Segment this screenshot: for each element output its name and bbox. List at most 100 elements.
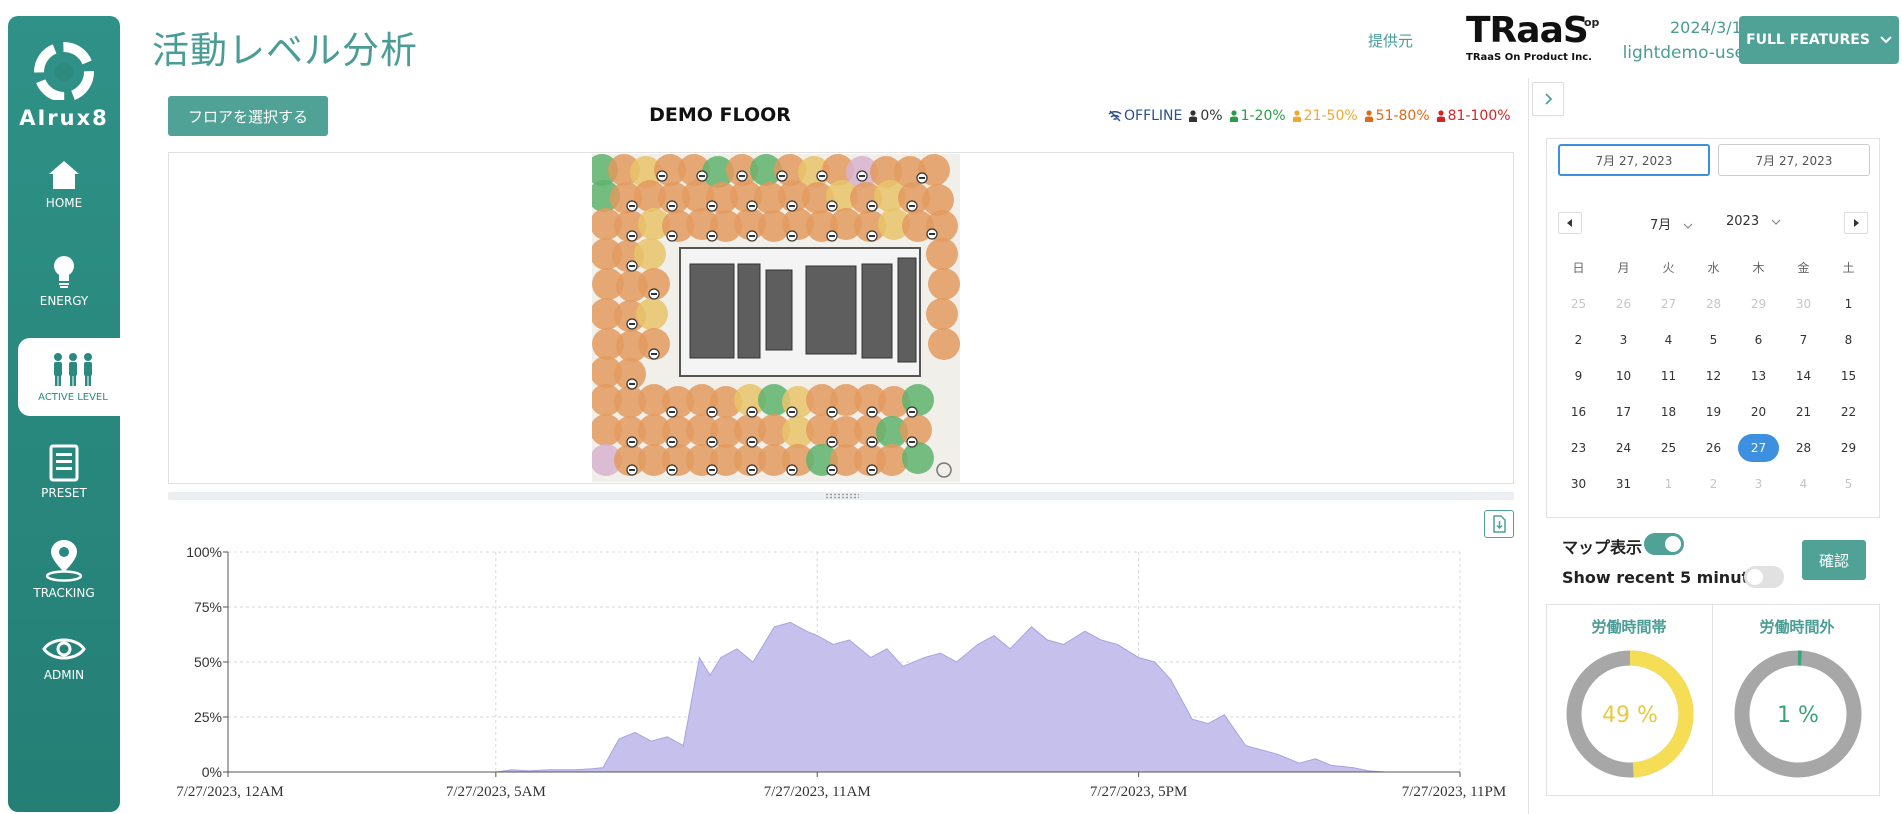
calendar-day[interactable]: 25 [1570, 297, 1587, 311]
recent-5-minutes-toggle[interactable] [1744, 566, 1784, 588]
legend-offline: OFFLINE [1108, 108, 1182, 124]
calendar-day[interactable]: 26 [1615, 297, 1632, 311]
x-tick-label: 7/27/2023, 11PM [1402, 784, 1506, 800]
calendar-day[interactable]: 15 [1840, 369, 1857, 383]
calendar-day[interactable]: 12 [1705, 369, 1722, 383]
calendar-day[interactable]: 18 [1660, 405, 1677, 419]
legend-zero-label: 0% [1200, 108, 1223, 124]
heat-zone [928, 328, 960, 360]
calendar-day[interactable]: 4 [1664, 333, 1673, 347]
calendar-day[interactable]: 22 [1840, 405, 1857, 419]
calendar-day[interactable]: 25 [1660, 441, 1677, 455]
confirm-button[interactable]: 確認 [1802, 540, 1866, 580]
calendar-day[interactable]: 1 [1844, 297, 1853, 311]
sensor-marker-dot [789, 235, 795, 237]
month-value: 7月 [1650, 218, 1672, 233]
calendar-day[interactable]: 17 [1615, 405, 1632, 419]
calendar-day[interactable]: 4 [1799, 477, 1808, 491]
export-button[interactable] [1484, 510, 1514, 538]
sensor-marker-dot [651, 353, 657, 355]
full-features-button[interactable]: FULL FEATURES [1739, 16, 1899, 64]
sensor-marker-dot [629, 383, 635, 385]
nav-admin[interactable]: ADMIN [8, 634, 120, 714]
prev-month-button[interactable] [1558, 212, 1582, 234]
collapse-panel-button[interactable] [1532, 82, 1564, 116]
calendar-day[interactable]: 3 [1619, 333, 1628, 347]
heat-zone [592, 384, 622, 416]
nav-active-level[interactable]: ACTIVE LEVEL [18, 338, 128, 416]
heat-zone [830, 208, 862, 240]
file-export-icon [1493, 515, 1506, 533]
heat-zone [592, 298, 622, 330]
calendar-day[interactable]: 28 [1705, 297, 1722, 311]
calendar-day[interactable]: 30 [1570, 477, 1587, 491]
calendar-day[interactable]: 5 [1709, 333, 1718, 347]
calendar-day[interactable]: 27 [1738, 434, 1779, 462]
calendar-day[interactable]: 31 [1615, 477, 1632, 491]
heat-zone [802, 182, 834, 214]
calendar-day[interactable]: 26 [1705, 441, 1722, 455]
select-floor-button[interactable]: フロアを選択する [168, 96, 328, 136]
sensor-marker-dot [749, 441, 755, 443]
nav-home[interactable]: HOME [8, 158, 120, 238]
calendar-day[interactable]: 11 [1660, 369, 1677, 383]
lightbulb-icon [54, 256, 74, 288]
sensor-marker-dot [909, 205, 915, 207]
calendar-day[interactable]: 9 [1574, 369, 1583, 383]
nav-admin-label: ADMIN [43, 668, 85, 682]
calendar-day[interactable]: 8 [1844, 333, 1853, 347]
heat-zone [638, 328, 670, 360]
calendar-day[interactable]: 16 [1570, 405, 1587, 419]
calendar-day[interactable]: 20 [1750, 405, 1767, 419]
calendar-day[interactable]: 19 [1705, 405, 1722, 419]
calendar-day[interactable]: 30 [1795, 297, 1812, 311]
calendar-day[interactable]: 29 [1840, 441, 1857, 455]
nav-tracking[interactable]: TRACKING [8, 538, 120, 618]
calendar-day[interactable]: 6 [1754, 333, 1763, 347]
x-tick-label: 7/27/2023, 5PM [1090, 784, 1188, 800]
heat-zone [638, 384, 670, 416]
activity-chart: 100% 75% 50% 25% 0% 7/27/2023, 12AM 7/27/2023,… [176, 544, 1506, 800]
calendar-day[interactable]: 13 [1750, 369, 1767, 383]
calendar-day[interactable]: 2 [1574, 333, 1583, 347]
heat-zone [778, 180, 810, 212]
calendar-day[interactable]: 23 [1570, 441, 1587, 455]
start-date-input[interactable]: 7月 27, 2023 [1558, 144, 1710, 176]
floor-plan-map[interactable] [592, 154, 960, 482]
year-select[interactable]: 2023 [1726, 214, 1781, 229]
heat-zone [630, 156, 662, 188]
map-display-toggle[interactable] [1644, 533, 1684, 555]
calendar-day[interactable]: 24 [1615, 441, 1632, 455]
donut-value-label: 1 % [1777, 703, 1819, 728]
calendar-day[interactable]: 28 [1795, 441, 1812, 455]
nav-preset[interactable]: PRESET [8, 444, 120, 524]
calendar-day[interactable]: 1 [1664, 477, 1673, 491]
calendar-day[interactable]: 14 [1795, 369, 1812, 383]
stats-divider [1712, 604, 1713, 796]
sensor-marker-dot [829, 205, 835, 207]
calendar-day[interactable]: 2 [1709, 477, 1718, 491]
calendar-day[interactable]: 10 [1615, 369, 1632, 383]
chevron-down-icon [1880, 36, 1892, 44]
offline-wifi-icon [1108, 110, 1122, 122]
heat-zone [854, 210, 886, 242]
eye-icon [42, 638, 86, 660]
heat-zone [830, 384, 862, 416]
floor-map-panel [168, 152, 1514, 484]
nav-energy[interactable]: ENERGY [8, 254, 120, 334]
heat-zone [830, 416, 862, 448]
calendar-day[interactable]: 5 [1844, 477, 1853, 491]
calendar-day[interactable]: 29 [1750, 297, 1767, 311]
calendar-day[interactable]: 27 [1660, 297, 1677, 311]
calendar-day[interactable]: 21 [1795, 405, 1812, 419]
month-select[interactable]: 7月 [1650, 214, 1693, 233]
heat-zone [592, 268, 624, 300]
calendar-day[interactable]: 7 [1799, 333, 1808, 347]
chevron-down-icon [1771, 219, 1781, 225]
resize-handle[interactable] [825, 493, 859, 499]
sensor-marker-dot [709, 411, 715, 413]
end-date-input[interactable]: 7月 27, 2023 [1718, 144, 1870, 176]
next-month-button[interactable] [1844, 212, 1868, 234]
heat-zone [876, 444, 908, 476]
calendar-day[interactable]: 3 [1754, 477, 1763, 491]
